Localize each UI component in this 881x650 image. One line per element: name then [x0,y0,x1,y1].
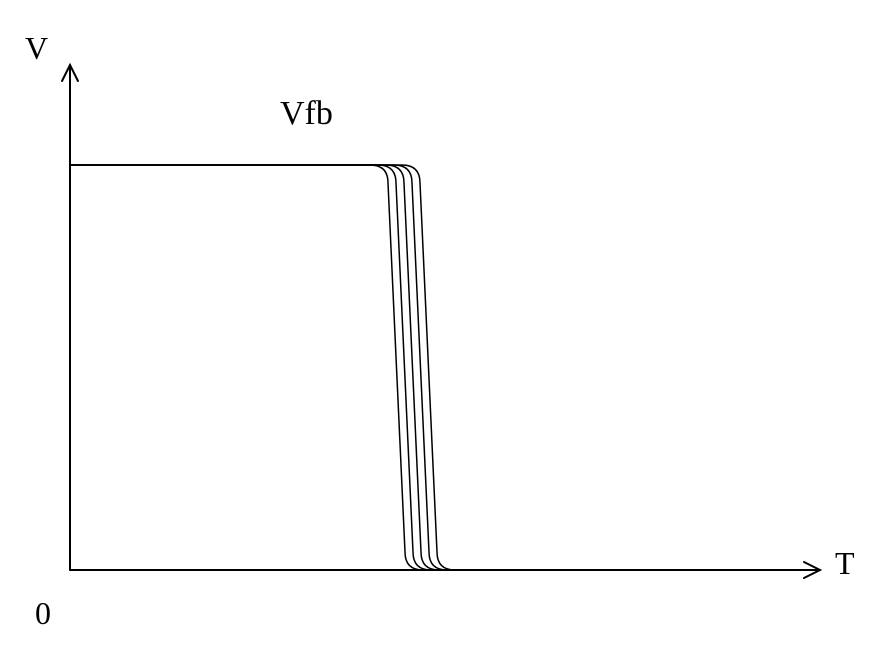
vfb-transition-chart: V T 0 Vfb [0,0,881,645]
origin-label: 0 [35,595,51,632]
x-axis-label: T [835,545,855,582]
y-axis-label: V [25,30,48,67]
curve-label-vfb: Vfb [280,95,333,133]
chart-svg [0,0,881,645]
